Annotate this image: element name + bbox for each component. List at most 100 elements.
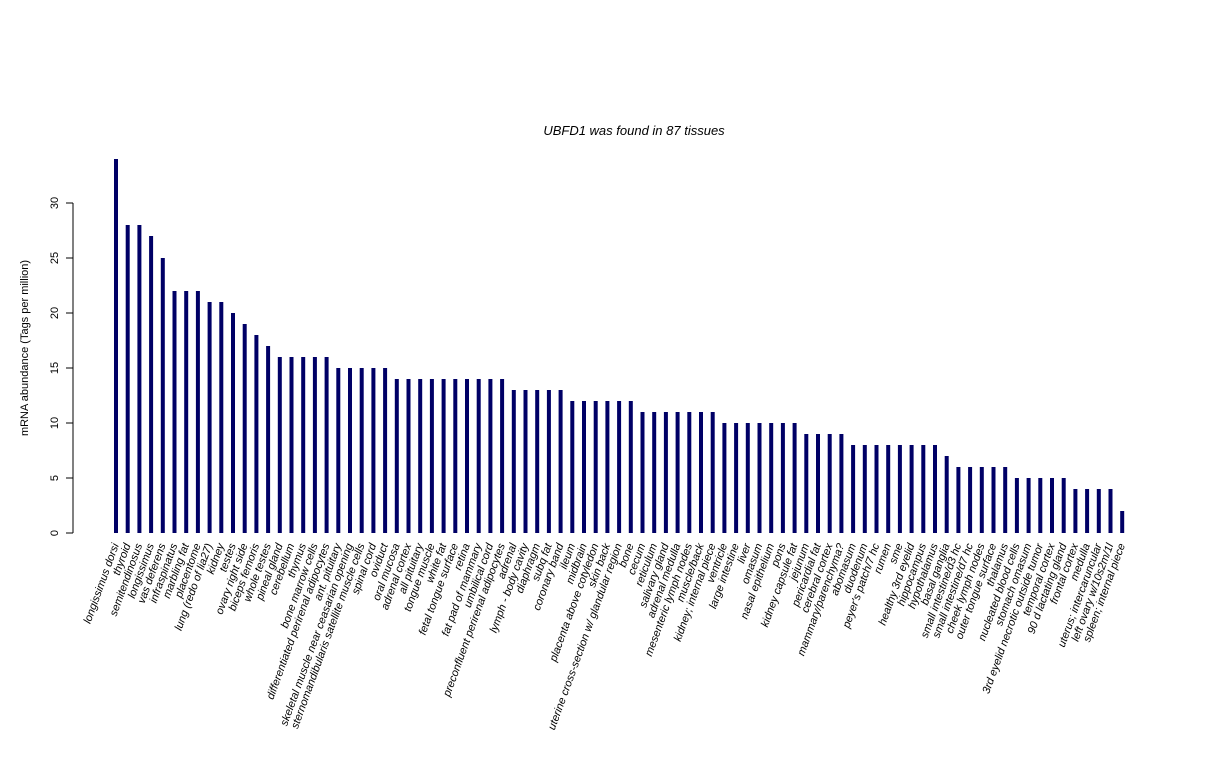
y-tick-label-20: 20 [49,307,61,319]
bar [453,379,458,533]
bar [277,357,282,533]
bar [605,401,610,533]
bar [301,357,306,533]
bar [1050,478,1054,533]
bar [757,423,762,533]
bar [979,467,984,533]
bar [944,456,949,533]
bar [418,379,423,533]
bar [968,467,973,533]
bar [266,346,271,533]
bar [137,225,142,533]
bar [675,412,680,533]
bar [582,401,586,533]
bar [652,412,657,533]
bar [640,412,645,533]
bar [1085,489,1090,533]
bar [628,401,633,533]
category-labels: longissimus dorsithyroidsemitendinosuslo… [82,541,1128,732]
bar [429,379,434,533]
bar [500,379,505,533]
bar [991,467,996,533]
bar [663,412,668,533]
bar [687,412,692,533]
bar [909,445,914,533]
bar [1073,489,1078,533]
bar [1026,478,1031,533]
bar [219,302,224,533]
y-tick-label-25: 25 [49,252,61,264]
y-tick-label-15: 15 [49,362,61,374]
bar [546,390,551,533]
bar [172,291,177,533]
bar [558,390,563,533]
bar [874,445,879,533]
bar [827,434,832,533]
bar [816,434,820,533]
bar [862,445,867,533]
bar [184,291,189,533]
bar [160,258,165,533]
bar [956,467,961,533]
bar [242,324,247,533]
bar [780,423,785,533]
bar [114,159,118,533]
bar [394,379,399,533]
bar [254,335,259,533]
bar [1108,489,1113,533]
bar [1096,489,1101,533]
bar [231,313,235,533]
bar [921,445,926,533]
bar [851,445,856,533]
bar [886,445,891,533]
bar [1120,511,1125,533]
bars [114,159,1125,533]
y-tick-label-30: 30 [49,197,61,209]
bar [933,445,937,533]
bar [699,412,703,533]
y-tick-label-0: 0 [49,530,61,536]
bar [488,379,493,533]
bar [359,368,364,533]
bar [207,302,212,533]
bar [406,379,411,533]
bar [441,379,446,533]
bar [617,401,622,533]
bar [593,401,598,533]
bar [745,423,750,533]
bar [523,390,528,533]
bar [383,368,388,533]
bar [511,390,516,533]
bar [897,445,902,533]
bar [804,434,809,533]
bar [734,423,739,533]
y-tick-label-5: 5 [49,475,61,481]
bar [476,379,481,533]
bar [570,401,575,533]
y-axis: 0 5 10 15 20 25 30 [49,197,74,536]
bar [371,368,376,533]
bar [1003,467,1008,533]
y-tick-label-10: 10 [49,417,61,429]
bar [792,423,797,533]
bar [722,423,727,533]
bar [1014,478,1019,533]
bar [324,357,329,533]
bar [125,225,130,533]
bar [289,357,294,533]
bar [195,291,200,533]
bar [348,368,352,533]
bar [312,357,317,533]
bar [336,368,341,533]
chart-title: UBFD1 was found in 87 tissues [543,123,725,138]
bar [535,390,540,533]
bar [710,412,715,533]
bar [839,434,844,533]
bar [465,379,469,533]
y-axis-label: mRNA abundance (Tags per million) [19,260,31,436]
bar [1061,478,1066,533]
bar [149,236,154,533]
bar [1038,478,1043,533]
bar [769,423,774,533]
